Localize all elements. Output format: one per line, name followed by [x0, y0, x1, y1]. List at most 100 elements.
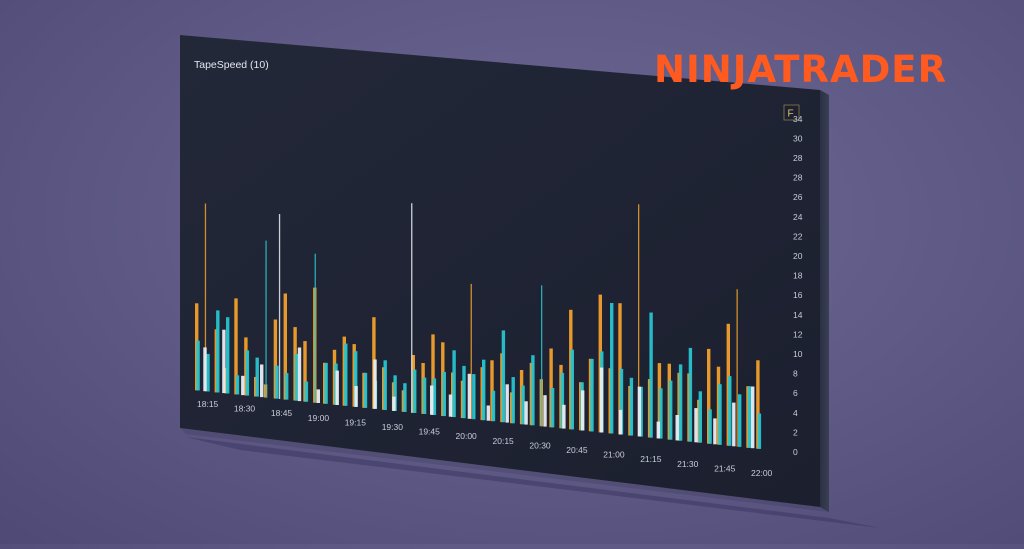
bar-cyan-35: [541, 285, 543, 427]
bar-cyan-32: [511, 377, 515, 424]
bar-white-27: [713, 418, 717, 445]
bar-cyan-23: [422, 377, 427, 414]
x-tick-label: 20:30: [529, 440, 551, 450]
bar-cyan-2: [216, 310, 220, 393]
bar-orange-1: [204, 203, 207, 392]
bar-cyan-33: [521, 385, 525, 425]
bar-cyan-19: [383, 360, 387, 410]
bar-white-16: [505, 384, 509, 423]
y-tick-label: 0: [793, 447, 798, 457]
bars-layer: [195, 203, 762, 449]
bar-cyan-36: [550, 388, 555, 428]
bar-cyan-22: [413, 369, 417, 413]
bar-white-26: [694, 408, 698, 443]
panel-f-button[interactable]: F: [783, 104, 800, 121]
x-tick-label: 20:15: [493, 436, 515, 446]
bar-cyan-34: [531, 355, 535, 426]
bar-white-4: [278, 214, 281, 399]
bar-white-0: [203, 347, 207, 392]
ninjatrader-logo: NINJATRADER: [654, 48, 948, 91]
x-tick-label: 19:15: [345, 417, 367, 427]
bar-orange-8: [273, 319, 278, 399]
x-tick-label: 21:00: [603, 450, 625, 460]
bar-cyan-50: [688, 347, 693, 442]
bar-orange-4: [234, 298, 238, 395]
bar-white-7: [335, 370, 339, 405]
x-tick-label: 21:15: [640, 454, 662, 464]
x-tick-label: 19:00: [308, 413, 330, 423]
bar-white-9: [373, 359, 377, 409]
x-axis: 18:15 18:30 18:45 19:00 19:15 19:30 19:45 20:00…: [197, 399, 773, 478]
bar-white-14: [467, 373, 472, 419]
bar-cyan-20: [393, 375, 397, 411]
bar-cyan-6: [255, 357, 259, 397]
bar-cyan-4: [235, 375, 240, 395]
bar-cyan-24: [432, 378, 437, 415]
bar-orange-28: [470, 283, 472, 419]
bar-white-6: [316, 389, 320, 403]
bar-white-22: [618, 409, 623, 435]
bar-white-15: [486, 405, 490, 421]
bar-cyan-56: [747, 386, 752, 448]
x-tick-label: 19:30: [382, 422, 404, 432]
bar-cyan-52: [708, 409, 712, 444]
panel-bottom-edge: [180, 428, 829, 512]
y-tick-label: 28: [793, 173, 803, 183]
bar-cyan-48: [669, 380, 673, 440]
x-tick-label: 21:45: [714, 463, 736, 473]
bar-white-5: [297, 347, 302, 402]
bar-cyan-26: [452, 350, 456, 418]
x-tick-label: 19:45: [419, 427, 441, 437]
bar-orange-9: [283, 293, 287, 400]
bar-cyan-25: [442, 371, 446, 417]
bar-cyan-40: [590, 358, 594, 432]
bar-cyan-10: [294, 353, 299, 401]
bar-cyan-27: [462, 365, 466, 419]
y-tick-label: 8: [793, 369, 798, 379]
bar-orange-11: [303, 341, 307, 402]
chart-title: TapeSpeed (10): [194, 59, 269, 71]
bar-orange-52: [707, 348, 711, 444]
x-tick-label: 22:00: [751, 468, 773, 478]
bar-cyan-5: [245, 350, 250, 396]
y-tick-label: 24: [793, 212, 803, 222]
bar-orange-57: [756, 360, 760, 449]
y-tick-label: 26: [793, 192, 803, 202]
bar-cyan-7: [265, 240, 267, 398]
bar-white-23: [637, 386, 642, 437]
y-tick-label: 6: [793, 388, 798, 398]
bar-white-11: [411, 203, 413, 413]
x-tick-label: 20:45: [566, 445, 588, 455]
bar-cyan-30: [491, 390, 496, 422]
bar-cyan-49: [678, 364, 683, 441]
bar-white-8: [354, 386, 358, 407]
bar-orange-24: [431, 334, 435, 415]
bar-cyan-13: [324, 362, 328, 404]
bar-white-10: [392, 396, 396, 411]
bar-cyan-43: [619, 368, 624, 435]
bar-cyan-42: [610, 303, 614, 434]
x-tick-label: 18:45: [271, 408, 293, 418]
bar-cyan-53: [718, 384, 722, 445]
y-tick-label: 30: [793, 133, 803, 143]
y-tick-label: 10: [793, 349, 803, 359]
x-tick-label: 20:00: [456, 431, 478, 441]
bar-white-18: [543, 395, 547, 427]
bar-orange-43: [618, 303, 622, 435]
bar-cyan-17: [363, 372, 368, 408]
y-tick-label: 18: [793, 271, 803, 281]
y-tick-label: 16: [793, 290, 803, 300]
y-tick-label: 22: [793, 231, 803, 241]
bar-cyan-29: [482, 359, 486, 421]
bar-cyan-1: [206, 353, 210, 392]
bar-orange-30: [490, 360, 494, 422]
bar-white-12: [430, 385, 434, 415]
y-tick-label: 20: [793, 251, 803, 261]
bar-cyan-15: [344, 343, 348, 406]
bar-cyan-45: [639, 386, 643, 437]
bar-cyan-46: [649, 312, 653, 438]
bar-white-2: [241, 375, 245, 396]
panel-f-button-label: F: [788, 109, 794, 120]
bar-cyan-37: [560, 372, 565, 429]
